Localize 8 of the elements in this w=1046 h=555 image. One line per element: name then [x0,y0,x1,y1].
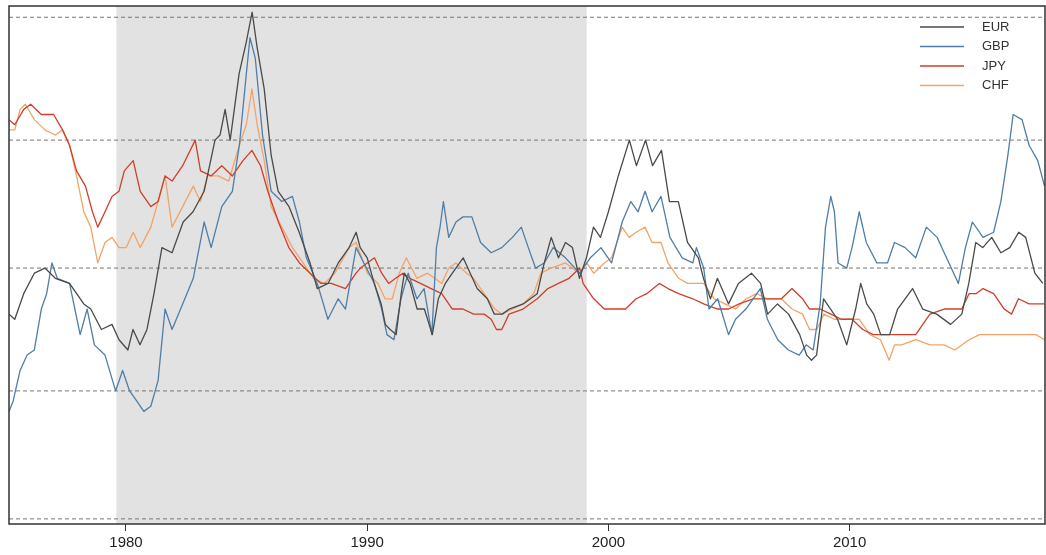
x-tick-label: 2000 [591,533,626,551]
x-tick-label: 1990 [350,533,384,551]
legend-label: CHF [982,77,1009,93]
x-tick-label: 2010 [832,533,867,551]
legend-label: GBP [982,38,1010,54]
x-tick-label: 1980 [109,533,143,551]
legend-label: JPY [982,57,1007,73]
legend-label: EUR [982,18,1010,34]
